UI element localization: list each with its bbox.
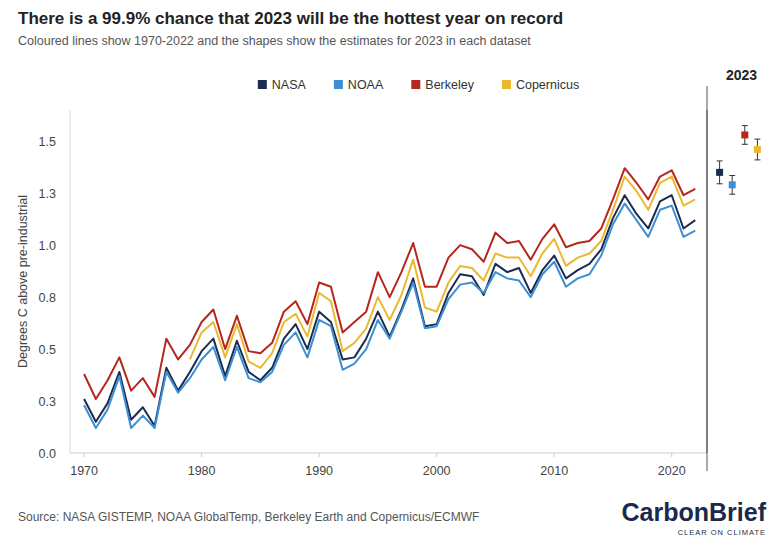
error-cap — [729, 194, 735, 195]
panel-axis-line — [707, 110, 708, 453]
legend-label: NOAA — [348, 78, 384, 92]
subtitle: Coloured lines show 1970-2022 and the sh… — [18, 34, 531, 48]
legend-swatch — [502, 80, 511, 89]
panel-divider — [707, 86, 708, 471]
y-tick-label: 0.8 — [39, 291, 56, 305]
error-bar — [742, 126, 748, 145]
x-tick-label: 2020 — [658, 464, 686, 478]
x-tick — [554, 453, 555, 457]
estimate-marks — [716, 126, 761, 195]
y-tick-label: 0.3 — [39, 395, 56, 409]
y-tick-label: 1.3 — [39, 187, 56, 201]
estimate-point — [729, 181, 736, 188]
error-bar — [754, 139, 760, 160]
series-line — [84, 195, 695, 426]
y-tick-label: 0.5 — [39, 343, 56, 357]
y-axis-line — [70, 110, 71, 453]
legend-swatch — [334, 80, 343, 89]
y-tick-label: 0.0 — [39, 447, 56, 461]
x-tick-label: 2010 — [540, 464, 568, 478]
chart-canvas: There is a 99.9% chance that 2023 will b… — [0, 0, 780, 545]
estimate-point — [741, 131, 748, 138]
plot-lines — [84, 168, 695, 428]
legend: NASA NOAA Berkeley Copernicus — [258, 78, 579, 92]
x-tick — [201, 453, 202, 457]
x-tick-label: 1970 — [70, 464, 98, 478]
x-tick — [84, 453, 85, 457]
estimate-point — [716, 169, 723, 176]
x-tick — [671, 453, 672, 457]
error-cap — [742, 144, 748, 145]
legend-label: NASA — [272, 78, 307, 92]
logo: CarbonBrief — [622, 498, 767, 526]
estimate-point — [754, 146, 761, 153]
error-cap — [754, 159, 760, 160]
y-tick-label: 1.5 — [39, 135, 56, 149]
x-tick-label: 1980 — [188, 464, 216, 478]
error-bar — [717, 161, 723, 184]
error-cap — [729, 175, 735, 176]
x-tick-label: 1990 — [305, 464, 333, 478]
logo-tagline: CLEAR ON CLIMATE — [678, 528, 766, 537]
error-cap — [742, 125, 748, 126]
y-tick-label: 1.0 — [39, 239, 56, 253]
x-tick-label: 2000 — [423, 464, 451, 478]
error-bar — [729, 175, 735, 194]
legend-label: Copernicus — [516, 78, 579, 92]
error-cap — [717, 183, 723, 184]
x-tick — [436, 453, 437, 457]
x-axis-line — [70, 453, 707, 454]
x-tick — [319, 453, 320, 457]
series-line — [190, 177, 695, 368]
series-line — [84, 168, 695, 399]
legend-swatch — [258, 80, 267, 89]
panel-title: 2023 — [726, 67, 757, 83]
error-cap — [754, 139, 760, 140]
legend-swatch — [411, 80, 420, 89]
source: Source: NASA GISTEMP, NOAA GlobalTemp, B… — [18, 510, 479, 524]
error-cap — [717, 160, 723, 161]
title: There is a 99.9% chance that 2023 will b… — [18, 9, 563, 28]
y-axis-label: Degrees C above pre-industrial — [16, 195, 30, 368]
legend-label: Berkeley — [425, 78, 474, 92]
